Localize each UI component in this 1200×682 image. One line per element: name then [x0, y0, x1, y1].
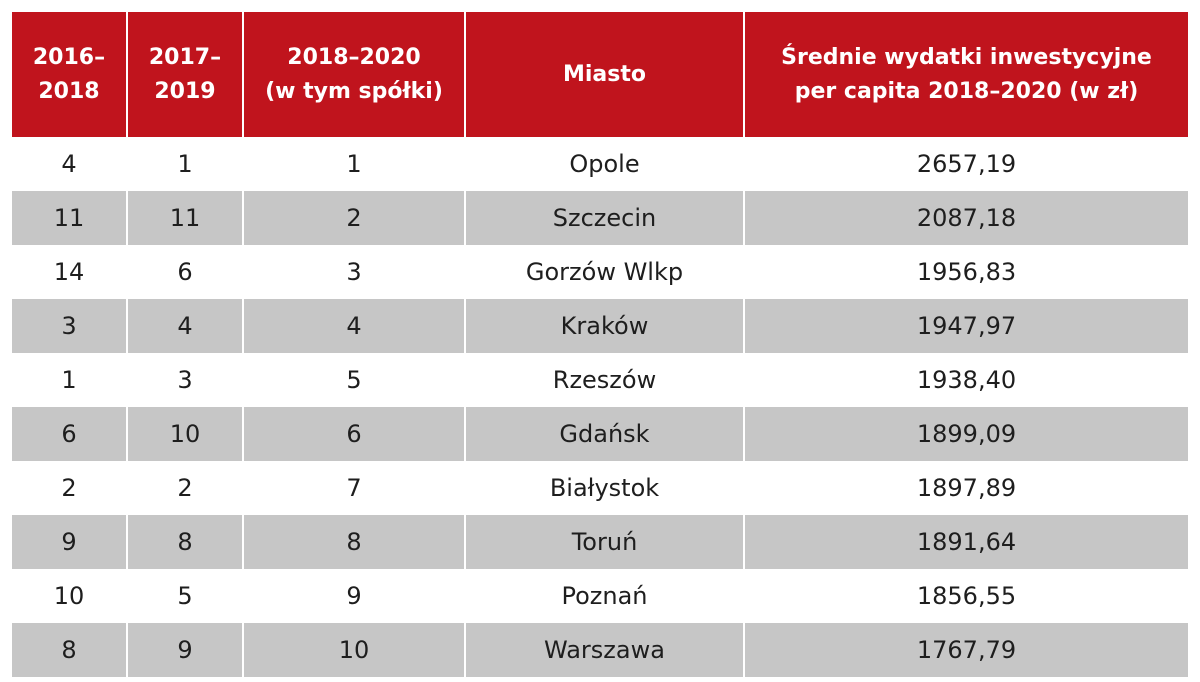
- table-row: 4 1 1 Opole 2657,19: [12, 137, 1188, 191]
- table-cell: 5: [128, 569, 244, 623]
- table-cell: 3: [128, 353, 244, 407]
- table-cell: 6: [128, 245, 244, 299]
- header-text: (w tym spółki): [265, 78, 443, 104]
- table-cell: 10: [128, 407, 244, 461]
- table-cell: Białystok: [466, 461, 745, 515]
- table-cell: Gorzów Wlkp: [466, 245, 745, 299]
- table-cell: 8: [128, 515, 244, 569]
- table-cell: Rzeszów: [466, 353, 745, 407]
- header-cell: Średnie wydatki inwestycyjne per capita 2…: [745, 12, 1188, 137]
- table-cell: 6: [244, 407, 466, 461]
- table-cell: Szczecin: [466, 191, 745, 245]
- table-cell: 4: [12, 137, 128, 191]
- table-cell: 3: [12, 299, 128, 353]
- table-cell: 4: [128, 299, 244, 353]
- table-cell: 10: [244, 623, 466, 677]
- header-text: 2018–2020: [287, 44, 421, 70]
- table-cell: 14: [12, 245, 128, 299]
- table-cell: 1897,89: [916, 474, 1017, 502]
- header-cell: 2016– 2018: [12, 12, 128, 137]
- table-cell: 1856,55: [916, 582, 1017, 610]
- table-cell: 1: [128, 137, 244, 191]
- table-cell: 1938,40: [916, 366, 1017, 394]
- table-row: 3 4 4 Kraków 1947,97: [12, 299, 1188, 353]
- table-cell: 11: [128, 191, 244, 245]
- table-cell: 1899,09: [916, 420, 1017, 448]
- table-cell: 2: [244, 191, 466, 245]
- header-text: Średnie wydatki inwestycyjne: [781, 44, 1152, 70]
- header-text: 2018: [38, 78, 100, 104]
- table-cell: 6: [12, 407, 128, 461]
- table-cell: 9: [244, 569, 466, 623]
- table-cell: 4: [244, 299, 466, 353]
- table-cell: 9: [12, 515, 128, 569]
- table-cell: Kraków: [466, 299, 745, 353]
- table-cell: Gdańsk: [466, 407, 745, 461]
- table-cell: 9: [128, 623, 244, 677]
- header-text: per capita 2018–2020 (w zł): [794, 78, 1139, 104]
- header-cell: 2017– 2019: [128, 12, 244, 137]
- table-row: 14 6 3 Gorzów Wlkp 1956,83: [12, 245, 1188, 299]
- table-cell: Opole: [466, 137, 745, 191]
- ranking-table: 2016– 2018 2017– 2019 2018–2020 (w tym spółki…: [12, 12, 1188, 677]
- header-cell: Miasto: [466, 12, 745, 137]
- table-cell: Toruń: [466, 515, 745, 569]
- table-cell: 1767,79: [916, 636, 1017, 664]
- header-cell: 2018–2020 (w tym spółki): [244, 12, 466, 137]
- table-cell: Poznań: [466, 569, 745, 623]
- table-row: 11 11 2 Szczecin 2087,18: [12, 191, 1188, 245]
- table-row: 10 5 9 Poznań 1856,55: [12, 569, 1188, 623]
- table-cell: 11: [12, 191, 128, 245]
- table-cell: 2657,19: [916, 150, 1017, 178]
- table-cell: Warszawa: [466, 623, 745, 677]
- table-row: 9 8 8 Toruń 1891,64: [12, 515, 1188, 569]
- table-cell: 2: [128, 461, 244, 515]
- table-cell: 3: [244, 245, 466, 299]
- table-cell: 1: [244, 137, 466, 191]
- table-cell: 1947,97: [916, 312, 1017, 340]
- table-cell: 8: [12, 623, 128, 677]
- table-cell: 2087,18: [916, 204, 1017, 232]
- table-cell: 1891,64: [916, 528, 1017, 556]
- header-text: 2017–: [148, 44, 222, 70]
- header-text: Miasto: [562, 61, 646, 87]
- table-row: 2 2 7 Białystok 1897,89: [12, 461, 1188, 515]
- table-cell: 8: [244, 515, 466, 569]
- header-text: 2016–: [32, 44, 106, 70]
- table-cell: 5: [244, 353, 466, 407]
- table-cell: 1956,83: [916, 258, 1017, 286]
- header-row: 2016– 2018 2017– 2019 2018–2020 (w tym spółki…: [12, 12, 1188, 137]
- table-cell: 1: [12, 353, 128, 407]
- table-row: 6 10 6 Gdańsk 1899,09: [12, 407, 1188, 461]
- table-cell: 10: [12, 569, 128, 623]
- header-text: 2019: [154, 78, 216, 104]
- table-row: 1 3 5 Rzeszów 1938,40: [12, 353, 1188, 407]
- table-cell: 7: [244, 461, 466, 515]
- table-row: 8 9 10 Warszawa 1767,79: [12, 623, 1188, 677]
- table-cell: 2: [12, 461, 128, 515]
